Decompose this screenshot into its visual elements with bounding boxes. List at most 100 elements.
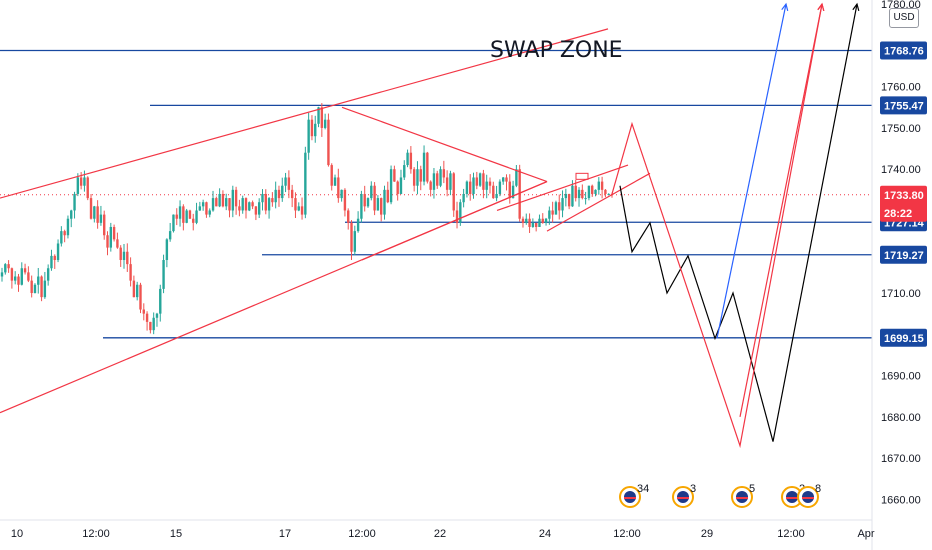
candle bbox=[257, 202, 261, 215]
candle bbox=[561, 198, 564, 211]
candle bbox=[340, 189, 343, 199]
candle bbox=[426, 152, 429, 182]
candle bbox=[478, 173, 482, 186]
candle bbox=[23, 268, 27, 273]
candle bbox=[525, 218, 528, 223]
wedge-lower-line[interactable] bbox=[546, 172, 651, 232]
candle bbox=[178, 206, 182, 219]
candle bbox=[567, 193, 571, 207]
forecast-path[interactable] bbox=[739, 4, 823, 417]
candle bbox=[419, 169, 422, 182]
candle bbox=[10, 268, 14, 281]
candle bbox=[205, 202, 208, 215]
x-tick-label: 24 bbox=[539, 528, 551, 540]
x-tick-label: 12:00 bbox=[82, 528, 110, 540]
candle bbox=[185, 210, 188, 223]
candle bbox=[284, 177, 287, 186]
candle bbox=[449, 173, 452, 190]
candle bbox=[574, 185, 577, 199]
wedge-upper-line[interactable] bbox=[496, 164, 629, 212]
candle bbox=[281, 185, 284, 199]
candle bbox=[416, 169, 419, 186]
x-tick-label: 22 bbox=[434, 528, 446, 540]
candle bbox=[211, 198, 215, 211]
economic-event-icon[interactable]: 34 bbox=[619, 483, 649, 508]
candle bbox=[370, 185, 373, 199]
y-tick-label: 1740.00 bbox=[881, 164, 921, 176]
x-tick-label: 29 bbox=[701, 528, 713, 540]
economic-event-icon[interactable]: 2 bbox=[781, 483, 805, 508]
candle bbox=[89, 198, 93, 219]
y-tick-label: 1710.00 bbox=[881, 288, 921, 300]
candle bbox=[162, 260, 165, 289]
candle bbox=[244, 198, 248, 211]
candle bbox=[182, 206, 185, 223]
forecast-path[interactable] bbox=[619, 4, 858, 442]
candle bbox=[488, 181, 492, 186]
candle bbox=[274, 189, 277, 203]
x-tick-label: 10 bbox=[11, 528, 23, 540]
candle bbox=[33, 284, 37, 294]
candle bbox=[53, 255, 56, 260]
candle bbox=[70, 210, 73, 219]
candle bbox=[386, 189, 389, 203]
currency-button[interactable]: USD bbox=[889, 8, 919, 28]
candle bbox=[363, 193, 366, 207]
price-axis[interactable] bbox=[872, 0, 932, 550]
candle bbox=[168, 231, 172, 240]
last-price-badge bbox=[880, 185, 927, 222]
candle bbox=[587, 185, 591, 199]
candle bbox=[50, 255, 53, 269]
candle bbox=[439, 169, 442, 186]
candle bbox=[248, 202, 251, 211]
y-tick-label: 1780.00 bbox=[881, 0, 921, 11]
candle bbox=[112, 226, 116, 240]
candle bbox=[73, 193, 76, 211]
candle bbox=[445, 177, 449, 190]
candle bbox=[459, 202, 462, 223]
candle bbox=[40, 276, 43, 298]
candle bbox=[393, 169, 396, 182]
candle bbox=[406, 152, 409, 166]
economic-event-icon[interactable]: 8 bbox=[797, 483, 821, 508]
economic-event-icon[interactable]: 5 bbox=[731, 483, 755, 508]
candle bbox=[149, 321, 152, 331]
price-badge bbox=[880, 41, 927, 60]
candle bbox=[27, 272, 30, 281]
candle bbox=[188, 210, 192, 219]
candle bbox=[600, 181, 604, 190]
candle bbox=[119, 247, 122, 260]
marker-box[interactable] bbox=[575, 172, 589, 180]
channel-upper-line[interactable] bbox=[0, 28, 609, 199]
candle bbox=[152, 317, 155, 331]
candle bbox=[103, 214, 106, 236]
candle bbox=[142, 309, 145, 314]
forecast-path[interactable] bbox=[611, 4, 823, 449]
candle bbox=[159, 288, 162, 314]
triangle-upper-line[interactable] bbox=[341, 106, 548, 183]
candle bbox=[366, 198, 370, 207]
candle bbox=[83, 177, 86, 186]
event-count: 8 bbox=[815, 483, 821, 495]
candle bbox=[264, 193, 267, 211]
candle bbox=[554, 202, 558, 215]
candle bbox=[314, 123, 317, 137]
candle bbox=[409, 152, 413, 170]
forecast-path[interactable] bbox=[716, 4, 787, 339]
candle bbox=[294, 198, 297, 211]
candle bbox=[241, 198, 244, 211]
candle bbox=[251, 202, 254, 207]
candle bbox=[129, 264, 132, 281]
candle bbox=[360, 193, 363, 219]
candle bbox=[304, 152, 307, 215]
candle bbox=[528, 218, 531, 227]
candle bbox=[37, 276, 40, 285]
candle bbox=[215, 198, 218, 207]
x-tick-label: 15 bbox=[170, 528, 182, 540]
triangle-lower-line[interactable] bbox=[361, 181, 548, 261]
economic-event-icon[interactable]: 3 bbox=[672, 483, 696, 508]
candle bbox=[373, 185, 376, 211]
candle bbox=[86, 177, 89, 199]
candle bbox=[534, 222, 538, 227]
